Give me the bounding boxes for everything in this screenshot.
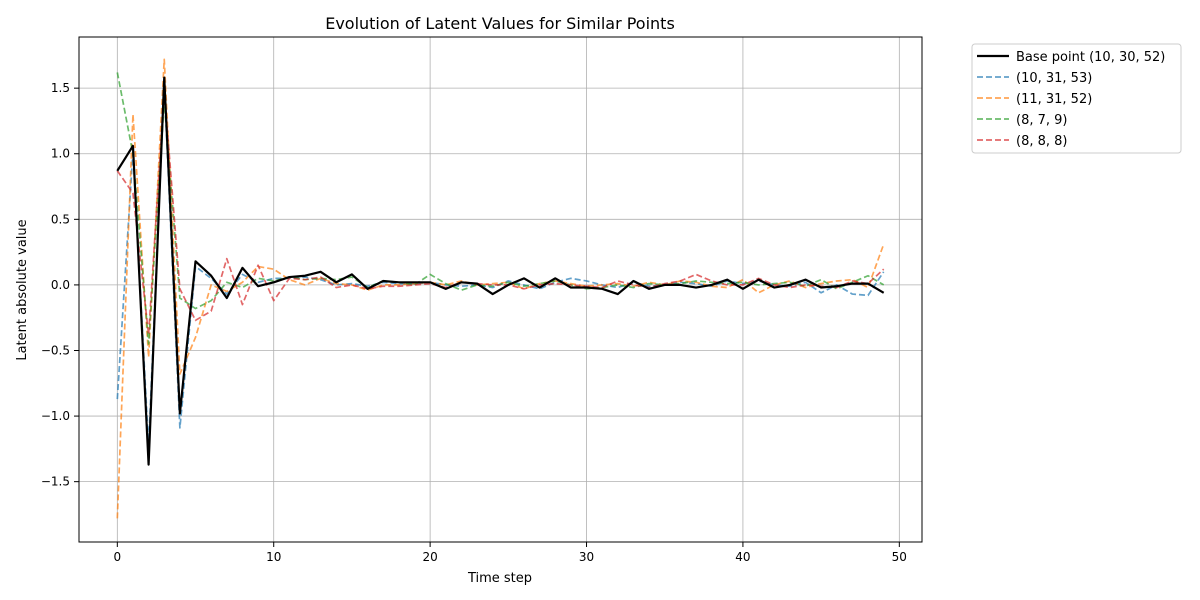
x-tick-label: 50	[892, 550, 907, 564]
legend-label: (8, 8, 8)	[1016, 134, 1068, 149]
legend-label: (11, 31, 52)	[1016, 92, 1092, 107]
y-tick-label: 0.5	[51, 212, 70, 226]
y-tick-label: −1.5	[41, 475, 70, 489]
x-axis: 0 10 20 30 40 50	[113, 542, 907, 564]
legend-label: Base point (10, 30, 52)	[1016, 50, 1165, 65]
x-tick-label: 20	[422, 550, 437, 564]
series-line-11-31-52	[116, 58, 885, 519]
y-tick-label: 1.0	[51, 147, 70, 161]
legend-label: (10, 31, 53)	[1016, 71, 1092, 86]
y-tick-label: −0.5	[41, 343, 70, 357]
series-line-base-point-10-30-52	[116, 76, 885, 466]
y-axis-label: Latent absolute value	[15, 219, 30, 360]
series-line-8-8-8	[116, 89, 885, 336]
legend-label: (8, 7, 9)	[1016, 113, 1068, 128]
y-tick-label: −1.0	[41, 409, 70, 423]
legend-box	[971, 43, 1182, 154]
data-series	[116, 58, 885, 519]
chart-title: Evolution of Latent Values for Similar P…	[325, 14, 675, 33]
plot-frame	[78, 36, 923, 543]
x-tick-label: 40	[735, 550, 750, 564]
x-axis-label: Time step	[467, 571, 532, 586]
y-tick-label: 0.0	[51, 278, 70, 292]
legend: Base point (10, 30, 52) (10, 31, 53) (11, …	[971, 43, 1182, 154]
x-tick-label: 30	[579, 550, 594, 564]
x-tick-label: 0	[113, 550, 121, 564]
x-tick-label: 10	[266, 550, 281, 564]
y-axis: −1.5 −1.0 −0.5 0.0 0.5 1.0 1.5	[41, 81, 79, 489]
y-tick-label: 1.5	[51, 81, 70, 95]
